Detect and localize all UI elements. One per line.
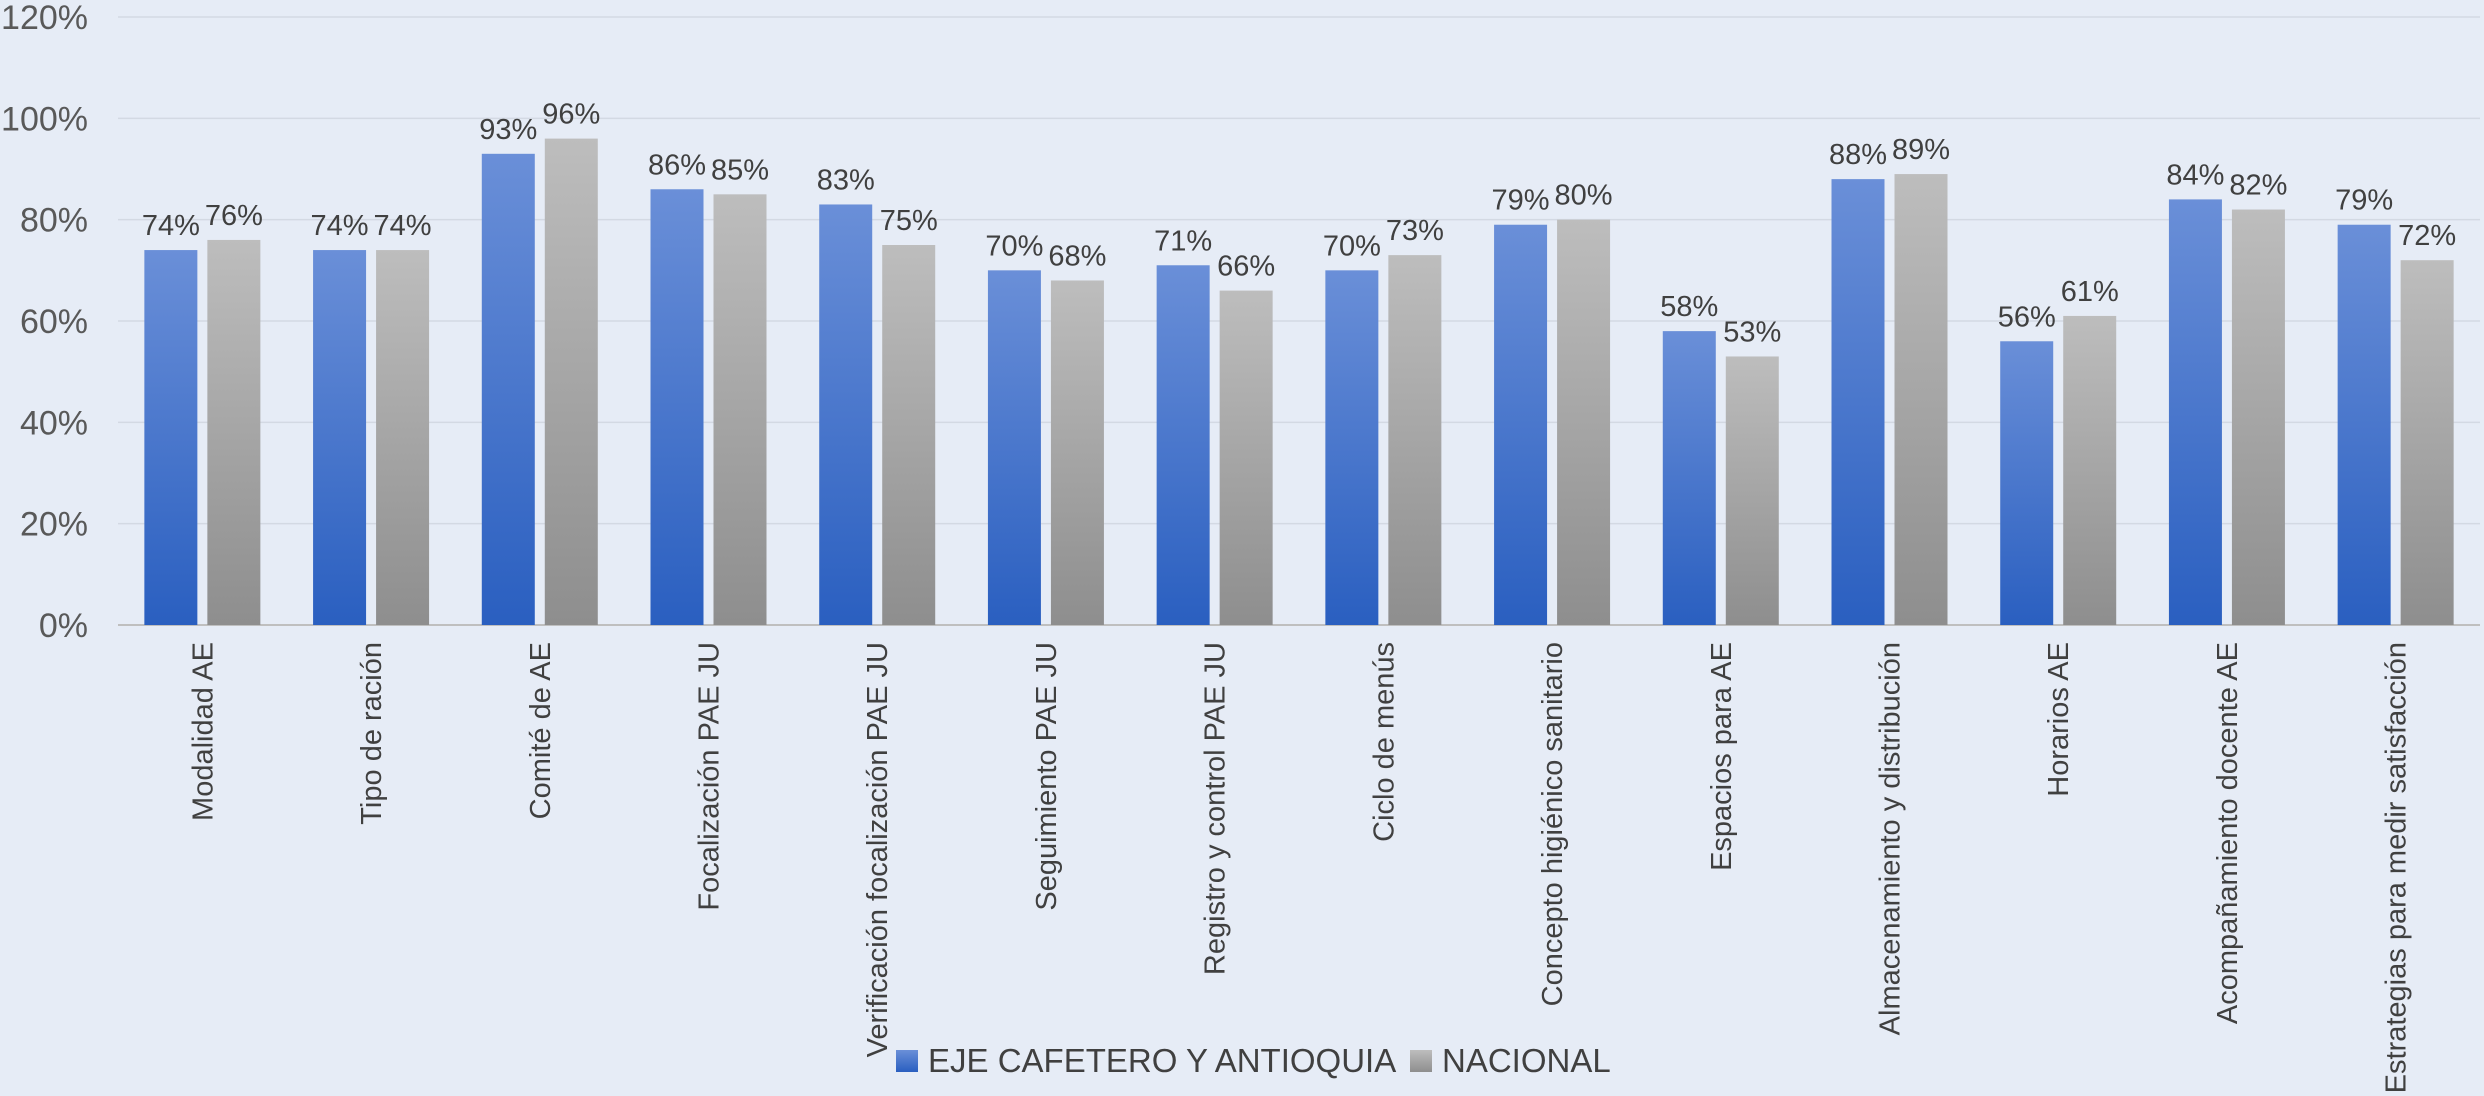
bar-eje-cafetero (1156, 265, 1210, 625)
legend-item-eje-cafetero: EJE CAFETERO Y ANTIOQUIA (896, 1042, 1396, 1079)
data-label: 71% (1154, 225, 1212, 257)
y-tick-label: 120% (1, 0, 88, 37)
bar-eje-cafetero (144, 250, 198, 626)
bar-eje-cafetero (819, 204, 873, 625)
bar-nacional (1894, 174, 1948, 626)
category-label: Espacios para AE (1706, 642, 1738, 871)
bar-nacional (1388, 255, 1442, 625)
data-label: 61% (2061, 276, 2119, 308)
category-label: Comité de AE (525, 642, 557, 819)
legend-label: EJE CAFETERO Y ANTIOQUIA (928, 1042, 1396, 1079)
bar-eje-cafetero (481, 153, 535, 626)
y-tick-label: 80% (20, 202, 88, 240)
bar-eje-cafetero (2000, 341, 2054, 625)
y-tick-label: 100% (1, 100, 88, 138)
category-label: Registro y control PAE JU (1200, 642, 1232, 975)
bar-nacional (544, 138, 598, 625)
bar-nacional (882, 245, 936, 625)
data-label: 93% (479, 114, 537, 146)
category-label: Tipo de ración (356, 642, 388, 825)
bar-eje-cafetero (2337, 224, 2391, 625)
bar-eje-cafetero (1325, 270, 1379, 625)
y-tick-label: 20% (20, 506, 88, 544)
data-label: 82% (2229, 170, 2287, 202)
data-label: 70% (1323, 230, 1381, 262)
bar-nacional (1219, 290, 1273, 625)
data-label: 86% (648, 149, 706, 181)
bar-nacional (1557, 219, 1611, 625)
y-tick-label: 40% (20, 404, 88, 442)
bar-eje-cafetero (2168, 199, 2222, 625)
legend-label: NACIONAL (1442, 1042, 1611, 1079)
bar-nacional (2063, 315, 2117, 625)
category-label: Ciclo de menús (1368, 642, 1400, 842)
data-label: 79% (1492, 185, 1550, 217)
bar-nacional (2231, 209, 2285, 626)
bar-nacional (1050, 280, 1104, 625)
data-label: 79% (2335, 185, 2393, 217)
y-tick-label: 60% (20, 303, 88, 341)
bar-nacional (1725, 356, 1779, 625)
category-label: Estrategias para medir satisfacción (2381, 642, 2413, 1093)
data-label: 70% (985, 230, 1043, 262)
data-label: 53% (1723, 316, 1781, 348)
data-label: 75% (880, 205, 938, 237)
bar-nacional (2400, 260, 2454, 625)
category-label: Concepto higiénico sanitario (1537, 642, 1569, 1006)
data-label: 84% (2166, 159, 2224, 191)
data-label: 88% (1829, 139, 1887, 171)
data-label: 74% (374, 210, 432, 242)
bar-eje-cafetero (313, 250, 367, 626)
legend-item-nacional: NACIONAL (1410, 1042, 1611, 1079)
data-label: 68% (1048, 240, 1106, 272)
category-label: Focalización PAE JU (694, 642, 726, 911)
data-label: 73% (1386, 215, 1444, 247)
bar-nacional (376, 250, 430, 626)
data-label: 89% (1892, 134, 1950, 166)
legend-swatch (1410, 1050, 1432, 1072)
data-label: 72% (2398, 220, 2456, 252)
data-labels: 74% 76% 74% 74%93% 96%86% 85% 83%75%70% 68% 71%6… (142, 99, 2456, 349)
bar-eje-cafetero (650, 189, 704, 625)
data-label: 74% (311, 210, 369, 242)
category-label: Acompañamiento docente AE (2212, 642, 2244, 1024)
data-label: 76% (205, 200, 263, 232)
data-label: 66% (1217, 251, 1275, 283)
y-axis-tick-labels: 0% 20% 40% 60% 80% 100% 120% (1, 0, 88, 645)
data-label: 74% (142, 210, 200, 242)
bar-eje-cafetero (1831, 179, 1885, 625)
y-tick-label: 0% (39, 607, 88, 645)
data-label: 58% (1660, 291, 1718, 323)
bar-eje-cafetero (1662, 331, 1716, 625)
category-label: Horarios AE (2043, 642, 2075, 797)
data-label: 85% (711, 154, 769, 186)
bar-nacional (713, 194, 767, 626)
category-label: Verificación focalización PAE JU (862, 642, 894, 1057)
bar-eje-cafetero (987, 270, 1041, 625)
bar-eje-cafetero (1494, 224, 1548, 625)
category-label: Modalidad AE (187, 642, 219, 821)
category-labels: Modalidad AE Tipo de ración Comité de AE Fo… (187, 642, 2412, 1093)
data-label: 83% (817, 164, 875, 196)
bars (144, 138, 2454, 626)
data-label: 80% (1555, 180, 1613, 212)
legend: EJE CAFETERO Y ANTIOQUIA NACIONAL (896, 1042, 1611, 1079)
bar-nacional (207, 239, 261, 625)
legend-swatch (896, 1050, 918, 1072)
category-label: Seguimiento PAE JU (1031, 642, 1063, 911)
category-label: Almacenamiento y distribución (1875, 642, 1907, 1035)
data-label: 56% (1998, 301, 2056, 333)
gridlines (118, 16, 2480, 626)
data-label: 96% (542, 99, 600, 131)
